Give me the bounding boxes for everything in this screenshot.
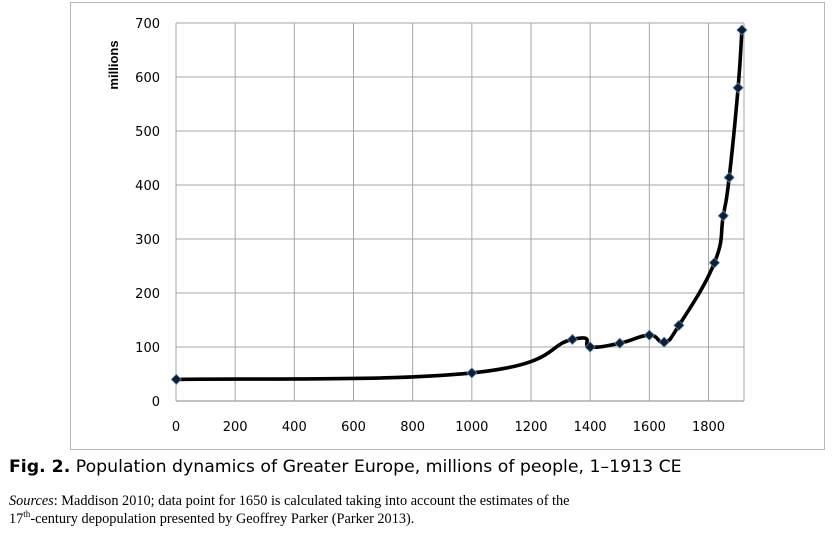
x-tick-label: 1800 bbox=[692, 420, 725, 435]
sources-label: Sources bbox=[9, 493, 54, 509]
x-tick-label: 1600 bbox=[633, 420, 666, 435]
data-point-marker bbox=[566, 333, 578, 346]
y-tick-label: 600 bbox=[135, 71, 160, 86]
data-point-marker bbox=[673, 319, 685, 331]
y-tick-label: 400 bbox=[135, 179, 160, 194]
y-tick-label: 0 bbox=[152, 395, 160, 410]
sources-line-2-number: 17 bbox=[9, 511, 24, 527]
data-point-marker bbox=[466, 367, 478, 379]
x-tick-label: 800 bbox=[400, 420, 425, 435]
data-point-marker bbox=[170, 373, 182, 385]
data-point-marker bbox=[732, 82, 744, 94]
y-tick-label: 500 bbox=[135, 125, 160, 140]
data-point-marker bbox=[614, 337, 626, 349]
x-tick-label: 1000 bbox=[455, 420, 488, 435]
sources-line-1: Sources: Maddison 2010; data point for 1… bbox=[9, 492, 833, 510]
y-tick-label: 300 bbox=[135, 233, 160, 248]
data-point-marker bbox=[708, 257, 720, 269]
y-tick-label: 200 bbox=[135, 287, 160, 302]
y-tick-label: 100 bbox=[135, 341, 160, 356]
sources-line-2: 17th-century depopulation presented by G… bbox=[9, 510, 833, 528]
series-line bbox=[174, 28, 744, 382]
data-point-marker bbox=[643, 329, 655, 341]
sources-line-1-text: : Maddison 2010; data point for 1650 is … bbox=[53, 493, 570, 509]
x-tick-label: 200 bbox=[223, 420, 248, 435]
figure-caption-text: Population dynamics of Greater Europe, m… bbox=[70, 457, 682, 477]
chart: 0 100 200 300 400 500 600 700 0 200 400 600 800 1000 1… bbox=[106, 17, 748, 435]
x-tick-label: 1200 bbox=[514, 420, 547, 435]
data-point-marker bbox=[723, 171, 735, 184]
data-markers bbox=[170, 24, 748, 385]
chart-frame: 0 100 200 300 400 500 600 700 0 200 400 600 800 1000 1… bbox=[70, 2, 825, 450]
x-tick-label: 0 bbox=[172, 420, 180, 435]
x-tick-label: 1400 bbox=[574, 420, 607, 435]
figure-caption-title: Fig. 2. Population dynamics of Greater E… bbox=[9, 457, 833, 477]
data-point-marker bbox=[717, 210, 729, 222]
sources-line-2-text: -century depopulation presented by Geoff… bbox=[30, 511, 415, 527]
x-tick-label: 400 bbox=[282, 420, 307, 435]
y-axis-title: millions bbox=[106, 40, 121, 89]
data-point-marker bbox=[584, 341, 596, 353]
data-point-marker bbox=[658, 336, 670, 348]
figure-label: Fig. 2. bbox=[9, 457, 71, 477]
grid-lines bbox=[175, 22, 745, 402]
axis-ticks: 0 100 200 300 400 500 600 700 0 200 400 600 800 1000 1… bbox=[135, 17, 725, 435]
sources-line-2-superscript: th bbox=[23, 509, 31, 520]
figure-sources-note: Sources: Maddison 2010; data point for 1… bbox=[9, 492, 833, 528]
data-point-marker bbox=[736, 24, 748, 36]
x-tick-label: 600 bbox=[341, 420, 366, 435]
y-tick-label: 700 bbox=[135, 17, 160, 32]
